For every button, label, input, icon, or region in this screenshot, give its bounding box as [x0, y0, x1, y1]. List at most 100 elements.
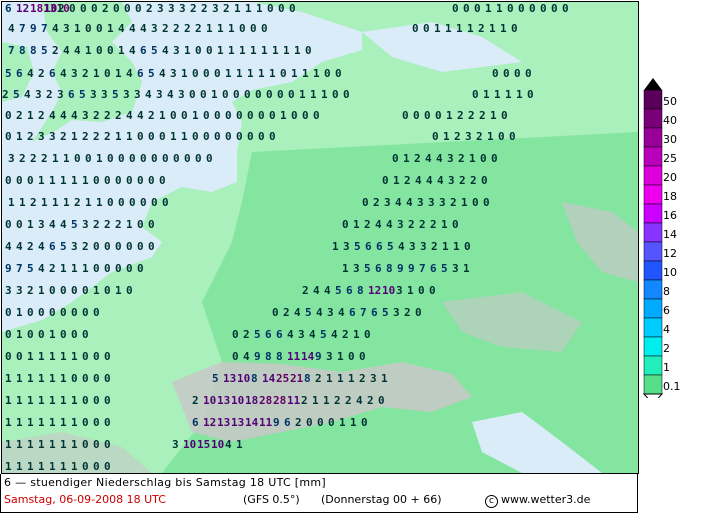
precip-value: 2: [414, 152, 421, 165]
precip-value: 1: [337, 350, 344, 363]
precip-value: 0: [159, 174, 166, 187]
precip-value: 1: [49, 372, 56, 385]
precip-value: 3: [5, 284, 12, 297]
precip-value: 2: [58, 2, 65, 15]
precip-value: 6: [276, 328, 283, 341]
precip-value: 1: [27, 218, 34, 231]
precip-value: 6: [137, 67, 144, 80]
precip-value: 2: [30, 196, 37, 209]
precip-value: 3: [38, 218, 45, 231]
precip-value: 0: [474, 2, 481, 15]
precip-value: 0: [429, 284, 436, 297]
east-row-19: 3 1015104 1: [172, 438, 243, 451]
precip-value: 0: [503, 67, 510, 80]
precip-value: 4: [118, 22, 125, 35]
precip-value: 0: [291, 109, 298, 122]
precip-value: 0: [82, 416, 89, 429]
precip-value: 1: [310, 88, 317, 101]
precip-value: 1: [353, 218, 360, 231]
precip-value: 0: [423, 22, 430, 35]
east-row-12: 2 4 4 5 6 8 12103 1 0 0: [302, 284, 436, 297]
precip-value: 0: [151, 152, 158, 165]
precip-value: 0: [104, 240, 111, 253]
precip-value: 0: [151, 196, 158, 209]
precip-value: 8: [19, 44, 26, 57]
precip-value: 0: [184, 152, 191, 165]
precip-value: 0: [104, 372, 111, 385]
precip-value: 1: [71, 438, 78, 451]
precip-value: 1: [74, 22, 81, 35]
precip-value: 8: [251, 372, 258, 385]
precip-value: 0: [200, 88, 207, 101]
precip-value: 0: [93, 174, 100, 187]
precip-value: 4: [375, 218, 382, 231]
precip-value: 1: [443, 130, 450, 143]
precip-value: 3: [157, 2, 164, 15]
precip-value: 4: [49, 218, 56, 231]
precip-value: 1: [225, 67, 232, 80]
precip-value: 1: [38, 174, 45, 187]
precip-value: 0: [135, 2, 142, 15]
precip-value: 2: [93, 218, 100, 231]
precip-value: 4: [60, 218, 67, 231]
precip-value: 0: [498, 130, 505, 143]
east-row-17: 2 101310182828112 1 1 2 2 4 2 0: [192, 394, 385, 407]
precip-value: 1: [332, 240, 339, 253]
precip-value: 1: [280, 109, 287, 122]
precip-value: 0: [247, 130, 254, 143]
precip-value: 0: [104, 350, 111, 363]
precip-value: 4: [225, 438, 232, 451]
legend-swatch-14: [643, 222, 663, 243]
precip-value: 4: [313, 284, 320, 297]
precip-value: 9: [408, 262, 415, 275]
precip-value: 1: [442, 240, 449, 253]
precip-value: 5: [27, 262, 34, 275]
legend-swatch-2: [643, 336, 663, 357]
precip-value: 0: [244, 88, 251, 101]
precip-value: 6: [49, 240, 56, 253]
precip-value: 2: [243, 328, 250, 341]
precip-value: 1: [5, 438, 12, 451]
precip-value: 0: [5, 350, 12, 363]
precip-value: 4: [167, 88, 174, 101]
precip-value: 2: [334, 394, 341, 407]
precip-value: 1: [456, 22, 463, 35]
precip-value: 1: [302, 67, 309, 80]
precip-value: 1: [60, 438, 67, 451]
precip-value: 0: [60, 284, 67, 297]
precip-value: 1: [228, 44, 235, 57]
precip-value: 2: [93, 130, 100, 143]
precip-value: 1: [16, 416, 23, 429]
precip-value: 0: [306, 416, 313, 429]
precip-value: 2: [470, 174, 477, 187]
precip-value: 0: [192, 67, 199, 80]
precip-value: 0: [93, 438, 100, 451]
precip-value: 10: [183, 438, 196, 451]
precip-value: 1: [294, 44, 301, 57]
precip-value: 4: [60, 109, 67, 122]
precip-value: 2: [431, 240, 438, 253]
precip-value: 1: [184, 44, 191, 57]
precip-value: 0: [148, 174, 155, 187]
precip-value: 1: [16, 328, 23, 341]
precip-value: 0: [525, 67, 532, 80]
precip-value: 2: [373, 196, 380, 209]
precip-value: 9: [5, 262, 12, 275]
precip-value: 2: [30, 152, 37, 165]
precip-value: 2: [49, 262, 56, 275]
precip-value: 0: [463, 2, 470, 15]
precip-value: 2: [450, 196, 457, 209]
precip-value: 1: [489, 22, 496, 35]
precip-value: 4: [126, 67, 133, 80]
precip-value: 1: [326, 372, 333, 385]
precip-value: 3: [63, 22, 70, 35]
precip-value: 1: [407, 284, 414, 297]
precip-value: 0: [107, 196, 114, 209]
precip-value: 4: [338, 306, 345, 319]
precip-value: 0: [96, 44, 103, 57]
